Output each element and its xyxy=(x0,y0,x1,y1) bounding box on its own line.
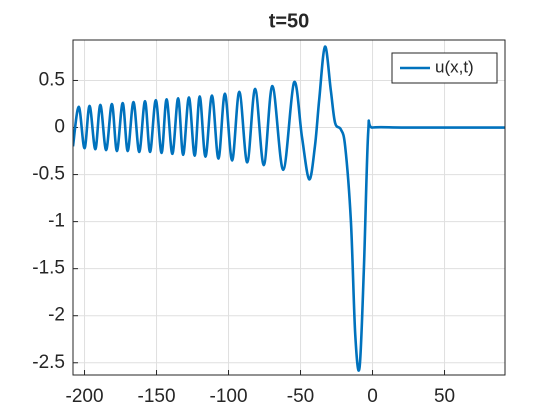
chart-title: t=50 xyxy=(269,10,310,32)
y-tick-label: -1.5 xyxy=(32,258,65,279)
legend-label: u(x,t) xyxy=(435,57,474,76)
x-tick-label: -50 xyxy=(287,386,314,407)
y-tick-label: 0.5 xyxy=(39,69,65,90)
y-tick-label: -2 xyxy=(48,305,65,326)
y-tick-label: 0 xyxy=(54,117,65,138)
x-tick-label: 0 xyxy=(367,386,378,407)
y-tick-label: -2.5 xyxy=(32,352,65,373)
axes-box xyxy=(72,39,506,376)
y-tick-label: -1 xyxy=(48,211,65,232)
plot-area xyxy=(73,40,505,375)
data-line xyxy=(73,45,505,372)
x-tick-label: -150 xyxy=(138,386,176,407)
y-tick-label: -0.5 xyxy=(32,164,65,185)
x-tick-label: -200 xyxy=(66,386,104,407)
x-tick-label: -100 xyxy=(210,386,248,407)
x-tick-label: 50 xyxy=(434,386,455,407)
